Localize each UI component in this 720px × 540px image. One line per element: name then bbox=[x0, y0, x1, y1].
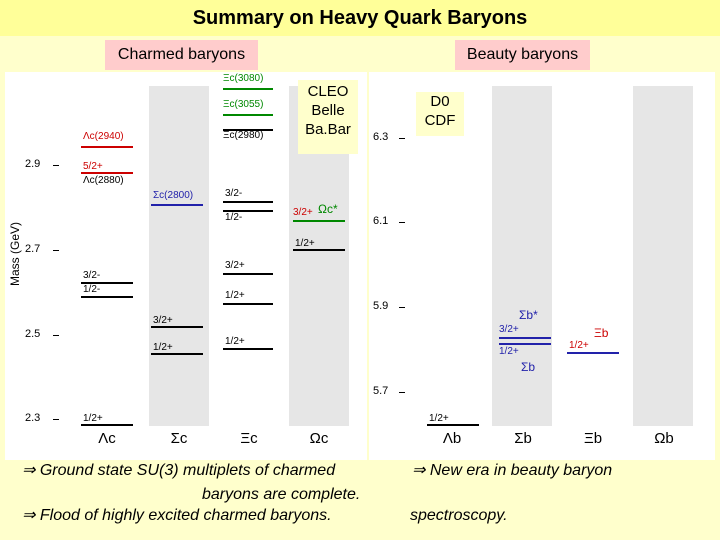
sigma-32p-label: 3/2+ bbox=[153, 315, 173, 326]
xi-12p-label: 1/2+ bbox=[225, 290, 245, 301]
sigma-2800-label: Σc(2800) bbox=[153, 190, 194, 201]
tick-mark bbox=[399, 138, 405, 139]
column-sigma-c bbox=[149, 86, 209, 426]
y-axis-label: Mass (GeV) bbox=[8, 221, 23, 287]
sigma-12p-label: 1/2+ bbox=[153, 342, 173, 353]
lambda-2940-label: Λc(2940) bbox=[83, 131, 124, 142]
tick-2-7: 2.7 bbox=[25, 243, 41, 255]
note-right-1: ⇒ New era in beauty baryon bbox=[412, 462, 613, 479]
xi-32m-label: 3/2- bbox=[225, 188, 243, 199]
x-label-xi-c: Ξc bbox=[240, 430, 258, 447]
lambda-12m-level bbox=[81, 296, 133, 298]
xi-32p-level bbox=[223, 273, 273, 275]
beauty-plot: 6.3 6.1 5.9 5.7 Σb* 3/2+ 1/2+ Σb Ξb 1/2+… bbox=[369, 72, 715, 460]
tick-6-3: 6.3 bbox=[373, 131, 389, 143]
lambda-32m-level bbox=[81, 282, 133, 284]
omega-star-jp: 3/2+ bbox=[293, 207, 313, 218]
tick-mark bbox=[53, 419, 59, 420]
lambda-2940-level bbox=[81, 146, 133, 148]
xi-ground-label: 1/2+ bbox=[225, 336, 245, 347]
sigma-2800-level bbox=[151, 204, 203, 206]
note-left-1: ⇒ Ground state SU(3) multiplets of charm… bbox=[22, 462, 336, 479]
beauty-experiments-box: D0 CDF bbox=[416, 92, 464, 136]
omega-star-label: Ωc* bbox=[318, 202, 338, 216]
tick-5-9: 5.9 bbox=[373, 300, 389, 312]
tick-2-3: 2.3 bbox=[25, 412, 41, 424]
xi-b-level bbox=[567, 352, 619, 354]
sigma-b-level bbox=[499, 343, 551, 345]
column-sigma-b bbox=[492, 86, 552, 426]
lambda-12m-label: 1/2- bbox=[83, 284, 101, 295]
note-left-3: ⇒ Flood of highly excited charmed baryon… bbox=[22, 507, 332, 524]
x-label-lambda-c: Λc bbox=[98, 430, 116, 447]
omega-12p-level bbox=[293, 249, 345, 251]
charm-experiments-box: CLEO Belle Ba.Bar bbox=[298, 80, 358, 154]
header-beauty: Beauty baryons bbox=[455, 40, 590, 70]
xi-12m-level bbox=[223, 210, 273, 212]
omega-star-level bbox=[293, 220, 345, 222]
lambda-ground-label: 1/2+ bbox=[83, 413, 103, 424]
lambda-b-12p-label: 1/2+ bbox=[429, 413, 449, 424]
sigma-32p-level bbox=[151, 326, 203, 328]
xi-32p-label: 3/2+ bbox=[225, 260, 245, 271]
x-label-omega-c: Ωc bbox=[309, 430, 329, 447]
x-label-xi-b: Ξb bbox=[583, 430, 603, 447]
tick-mark bbox=[53, 250, 59, 251]
tick-mark bbox=[53, 165, 59, 166]
sigma-b-12p-label: 1/2+ bbox=[499, 346, 519, 357]
note-left-2: baryons are complete. bbox=[202, 486, 361, 503]
sigma-b-star-level bbox=[499, 337, 551, 339]
x-label-omega-b: Ωb bbox=[654, 430, 674, 447]
column-omega-b bbox=[633, 86, 693, 426]
lambda-2880-jp: 5/2+ bbox=[83, 161, 103, 172]
xi-3080-level bbox=[223, 88, 273, 90]
sigma-b-label: Σb bbox=[521, 360, 536, 374]
xi-12m-label: 1/2- bbox=[225, 212, 243, 223]
lambda-ground-level bbox=[81, 424, 133, 426]
arrow-icon: ⇒ bbox=[22, 507, 36, 524]
xi-12p-level bbox=[223, 303, 273, 305]
experiment-cleo: CLEO bbox=[307, 83, 349, 100]
arrow-icon: ⇒ bbox=[22, 462, 36, 479]
xi-b-12p-label: 1/2+ bbox=[569, 340, 589, 351]
xi-3080-label: Ξc(3080) bbox=[223, 73, 264, 84]
tick-mark bbox=[399, 307, 405, 308]
experiment-cdf: CDF bbox=[424, 112, 456, 129]
xi-2980-level bbox=[223, 129, 273, 131]
slide-title: Summary on Heavy Quark Baryons bbox=[0, 0, 720, 36]
arrow-icon: ⇒ bbox=[412, 462, 426, 479]
sigma-b-star-label: Σb* bbox=[519, 308, 538, 322]
sigma-12p-level bbox=[151, 353, 203, 355]
xi-3055-level bbox=[223, 114, 273, 116]
xi-32m-level bbox=[223, 201, 273, 203]
x-label-lambda-b: Λb bbox=[442, 430, 462, 447]
lambda-2880-level bbox=[81, 172, 133, 174]
tick-5-7: 5.7 bbox=[373, 385, 389, 397]
experiment-babar: Ba.Bar bbox=[305, 121, 351, 138]
xi-ground-level bbox=[223, 348, 273, 350]
omega-12p-label: 1/2+ bbox=[295, 238, 315, 249]
tick-mark bbox=[399, 222, 405, 223]
x-label-sigma-c: Σc bbox=[170, 430, 188, 447]
header-charmed: Charmed baryons bbox=[105, 40, 258, 70]
lambda-b-level bbox=[427, 424, 479, 426]
lambda-32m-label: 3/2- bbox=[83, 270, 101, 281]
tick-2-9: 2.9 bbox=[25, 158, 41, 170]
tick-mark bbox=[399, 392, 405, 393]
tick-2-5: 2.5 bbox=[25, 328, 41, 340]
xi-2980-label: Ξc(2980) bbox=[223, 130, 264, 141]
experiment-d0: D0 bbox=[430, 93, 450, 110]
note-right-2: spectroscopy. bbox=[410, 507, 508, 524]
xi-3055-label: Ξc(3055) bbox=[223, 99, 264, 110]
experiment-belle: Belle bbox=[311, 102, 345, 119]
xi-b-label: Ξb bbox=[594, 326, 609, 340]
x-label-sigma-b: Σb bbox=[514, 430, 532, 447]
sigma-b-32p-label: 3/2+ bbox=[499, 324, 519, 335]
tick-mark bbox=[53, 335, 59, 336]
tick-6-1: 6.1 bbox=[373, 215, 389, 227]
lambda-2880-label: Λc(2880) bbox=[83, 175, 124, 186]
